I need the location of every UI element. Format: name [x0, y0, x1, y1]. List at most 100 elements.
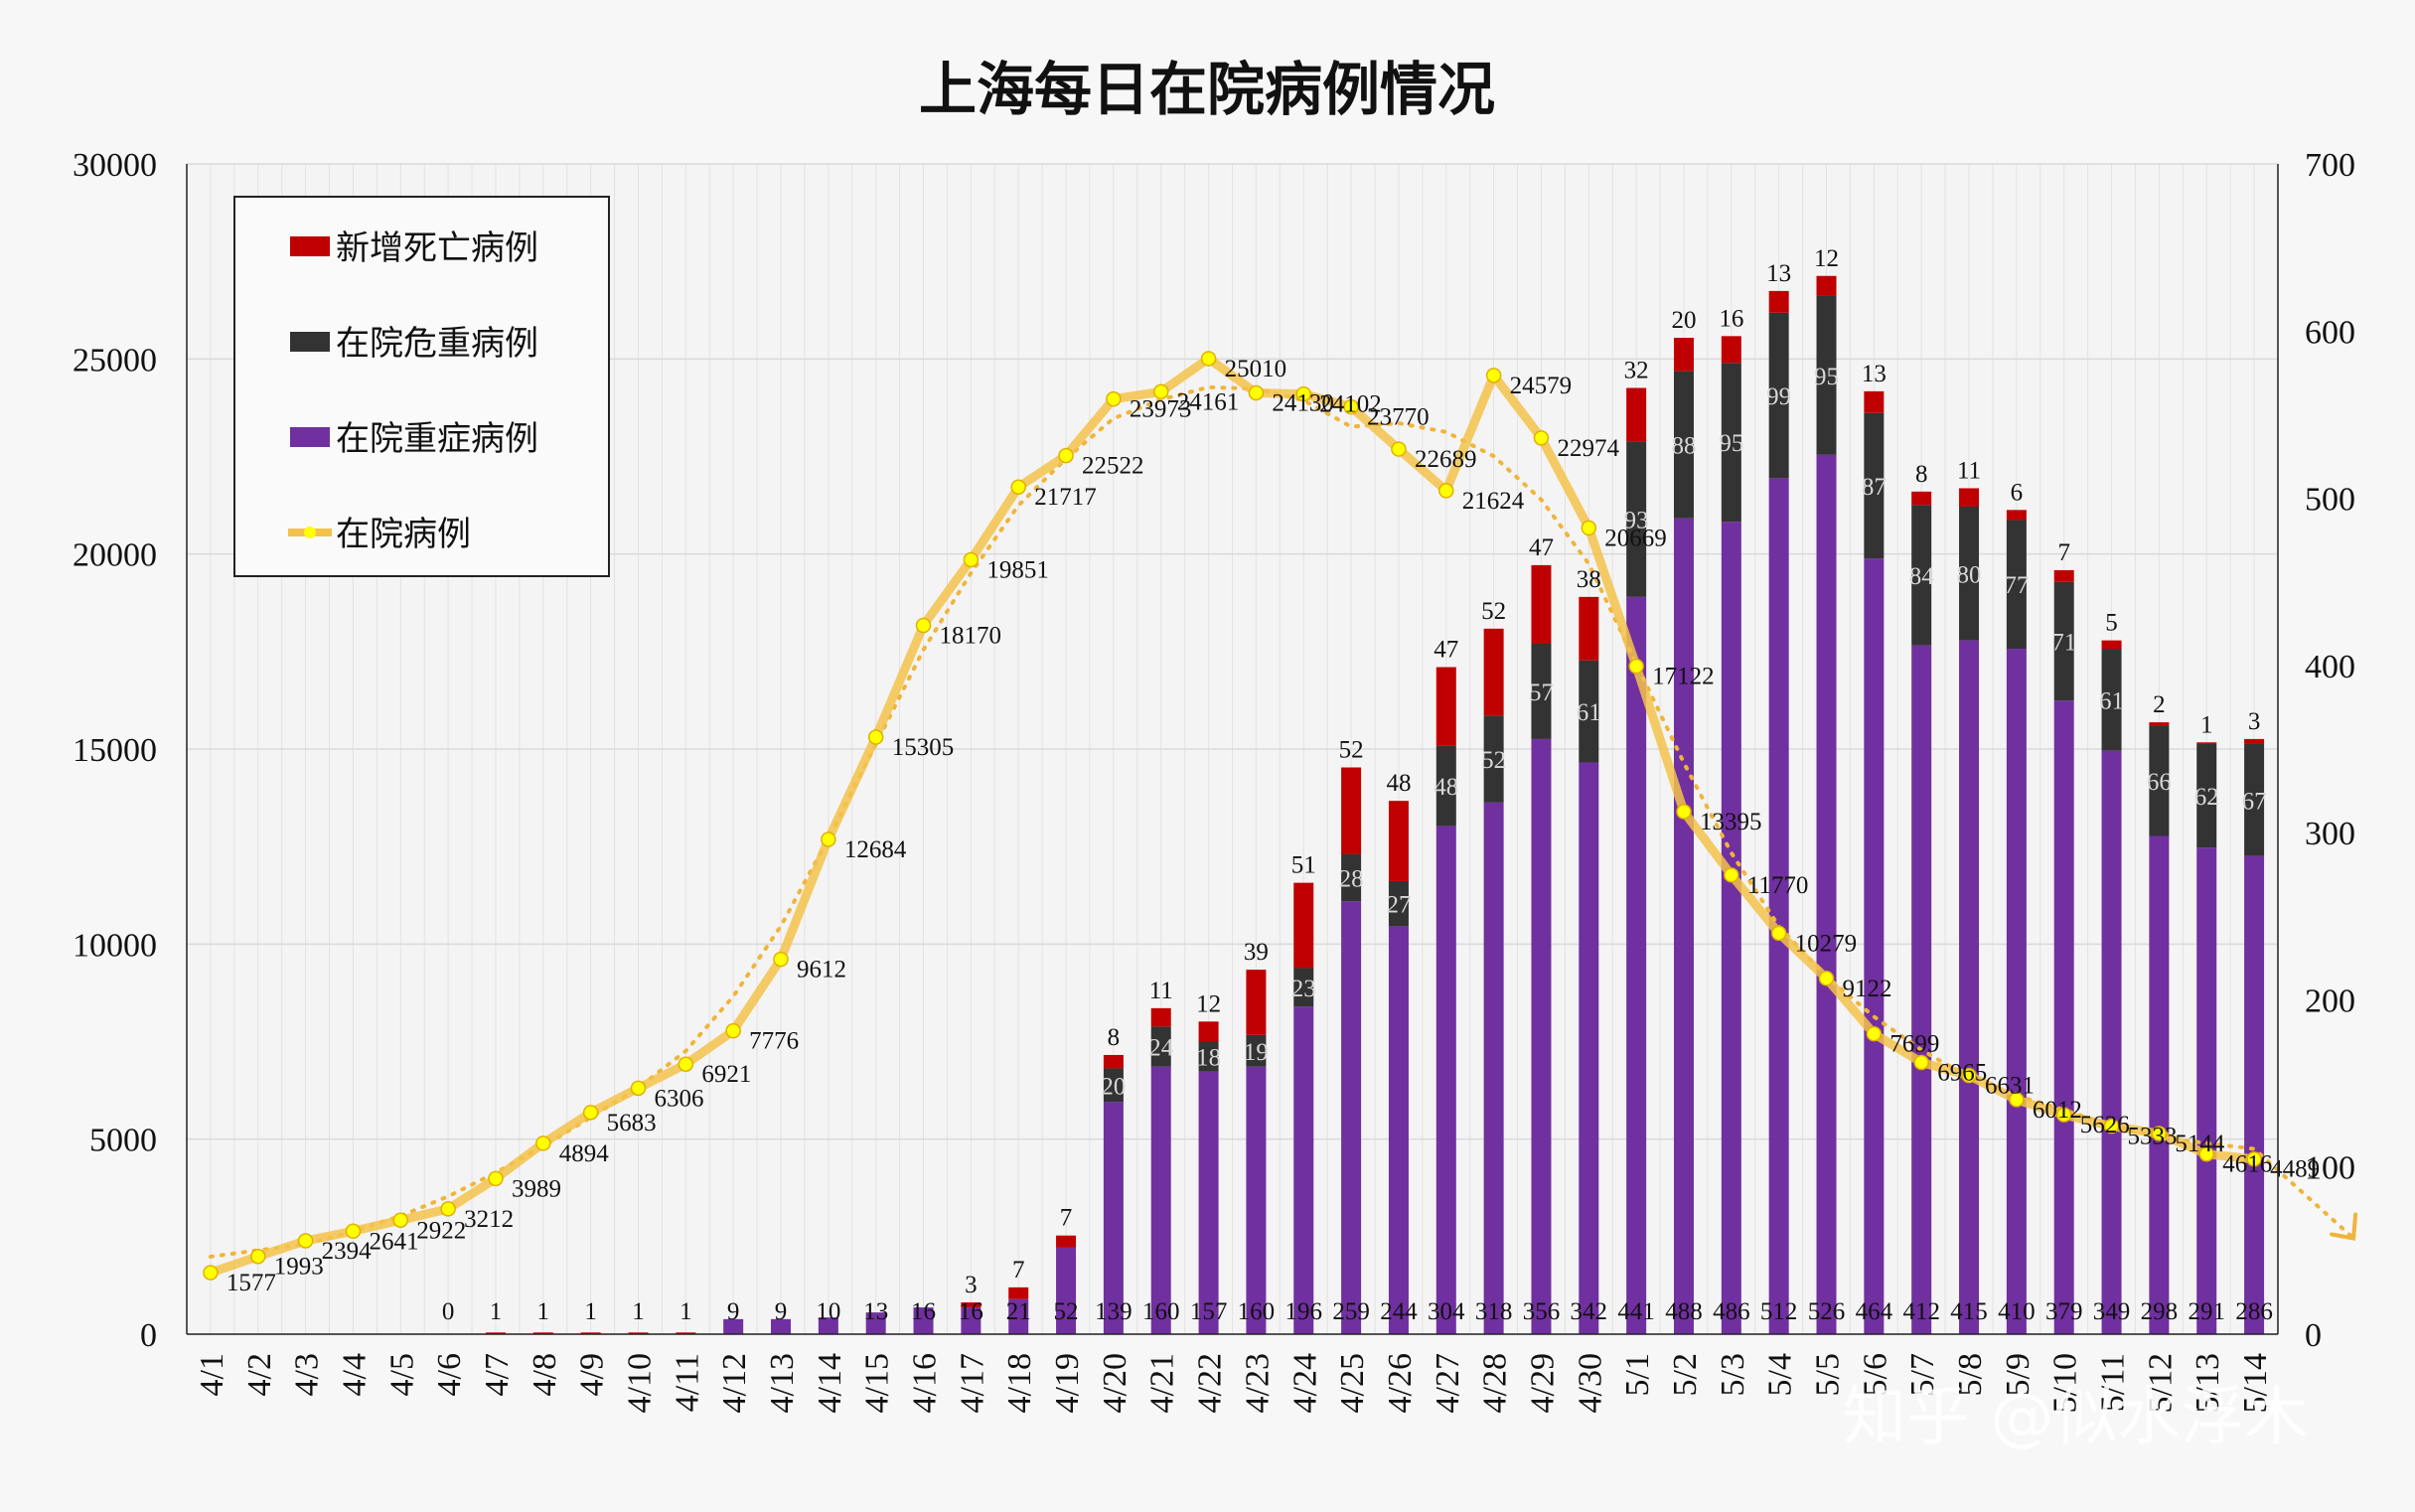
bar-severe — [1103, 1102, 1124, 1334]
bar-severe — [1673, 518, 1694, 1334]
right-axis-tick-label: 200 — [2305, 983, 2355, 1019]
critical-data-label: 67 — [2242, 788, 2267, 815]
legend-label: 在院危重病例 — [336, 324, 538, 364]
bar-severe — [818, 1317, 838, 1334]
hospitalized-data-label: 9122 — [1843, 976, 1892, 1002]
bar-critical — [1150, 1026, 1171, 1067]
bar-critical — [1435, 745, 1456, 827]
right-axis-tick-label: 500 — [2305, 482, 2355, 519]
hospitalized-data-label: 23973 — [1130, 396, 1192, 423]
hospitalized-data-label: 1577 — [226, 1270, 276, 1296]
critical-data-label: 18 — [1196, 1045, 1221, 1072]
hospitalized-data-label: 6631 — [1985, 1073, 2035, 1100]
hospitalized-point — [2198, 1145, 2214, 1162]
hospitalized-data-label: 19851 — [986, 557, 1049, 584]
bar-series-group — [485, 275, 2265, 1334]
death-data-label: 13 — [1862, 361, 1887, 387]
bar-critical — [1103, 1068, 1124, 1103]
hospitalized-point — [2246, 1150, 2262, 1167]
hospitalized-data-label: 24161 — [1177, 388, 1240, 415]
death-data-label: 32 — [1624, 358, 1649, 384]
trendline-arrow — [2330, 1212, 2358, 1241]
bar-critical — [1911, 505, 1932, 646]
x-axis-tick-label: 4/9 — [574, 1353, 611, 1396]
right-axis-tick-label: 0 — [2305, 1317, 2322, 1354]
severe-data-label: 259 — [1332, 1298, 1370, 1325]
bar-death — [1293, 882, 1314, 969]
death-data-label: 11 — [1957, 457, 1981, 484]
x-axis-tick-label: 4/22 — [1192, 1353, 1229, 1413]
hospitalized-point — [1058, 447, 1074, 464]
hospitalized-point — [1200, 351, 1217, 367]
x-axis-tick-label: 4/4 — [336, 1353, 373, 1396]
bar-death — [580, 1332, 601, 1334]
x-axis-tick-label: 4/29 — [1524, 1353, 1561, 1413]
bar-critical — [1816, 295, 1837, 455]
right-axis-tick-label: 100 — [2305, 1150, 2355, 1187]
bar-death — [1150, 1007, 1171, 1027]
death-data-label: 20 — [1671, 307, 1696, 334]
severe-data-label: 318 — [1475, 1298, 1513, 1325]
x-axis-tick-label: 4/1 — [194, 1353, 230, 1396]
bar-severe — [1864, 558, 1885, 1334]
hospitalized-data-label: 6012 — [2033, 1097, 2082, 1124]
hospitalized-point — [582, 1105, 599, 1121]
bar-death — [2006, 510, 2027, 521]
severe-data-label: 10 — [816, 1298, 840, 1325]
bar-death — [1864, 390, 1885, 413]
hospitalized-data-label: 3212 — [464, 1206, 514, 1233]
bar-critical — [2006, 520, 2027, 650]
hospitalized-point — [2103, 1118, 2120, 1134]
hospitalized-data-label: 13395 — [1700, 809, 1762, 835]
death-data-label: 1 — [679, 1298, 692, 1325]
critical-data-label: 84 — [1909, 563, 1935, 590]
bar-severe — [865, 1312, 886, 1334]
bar-severe — [2244, 855, 2265, 1334]
left-axis-tick-label: 20000 — [73, 537, 157, 574]
critical-data-label: 20 — [1101, 1073, 1126, 1100]
bar-death — [1341, 767, 1362, 855]
death-data-label: 48 — [1386, 770, 1411, 797]
x-axis-tick-label: 5/8 — [1952, 1353, 1989, 1396]
x-axis-tick-label: 4/26 — [1382, 1353, 1419, 1413]
hospitalized-data-label: 2641 — [369, 1228, 418, 1255]
critical-data-label: 62 — [2194, 784, 2219, 811]
x-axis-tick-label: 5/11 — [2095, 1353, 2132, 1412]
hospitalized-data-label: 18170 — [940, 623, 1002, 650]
death-data-label: 2 — [2153, 691, 2166, 718]
death-data-label: 52 — [1481, 598, 1506, 625]
x-axis-tick-label: 4/21 — [1144, 1353, 1181, 1413]
hospitalized-data-label: 22974 — [1557, 435, 1619, 462]
hospitalized-point — [821, 832, 836, 847]
critical-data-label: 48 — [1434, 774, 1458, 801]
critical-data-label: 71 — [2051, 629, 2076, 656]
bar-severe — [1959, 640, 1980, 1334]
bar-death — [532, 1332, 553, 1334]
x-axis-tick-label: 4/14 — [812, 1353, 848, 1413]
bar-severe — [1435, 826, 1456, 1334]
left-axis-tick-label: 5000 — [89, 1123, 157, 1159]
bar-severe — [1008, 1298, 1029, 1334]
bar-critical — [1579, 660, 1599, 763]
critical-data-label: 93 — [1624, 508, 1649, 534]
left-axis-tick-label: 25000 — [73, 342, 157, 378]
x-axis-tick-label: 5/4 — [1762, 1353, 1799, 1396]
watermark: 知乎 @似水浮木 — [1843, 1381, 2308, 1454]
hospitalized-data-label: 11770 — [1747, 872, 1809, 899]
bar-death — [1388, 801, 1409, 881]
bar-critical — [1531, 643, 1552, 739]
critical-data-label: 57 — [1529, 680, 1554, 706]
bar-severe — [771, 1318, 792, 1334]
hospitalized-point — [1581, 520, 1597, 536]
severe-data-label: 16 — [959, 1298, 983, 1325]
severe-data-label: 441 — [1617, 1298, 1655, 1325]
bar-death — [1911, 491, 1932, 506]
death-data-label: 3 — [2248, 708, 2261, 735]
severe-data-label: 9 — [775, 1298, 788, 1325]
critical-data-label: 95 — [1719, 430, 1743, 457]
severe-data-label: 349 — [2093, 1298, 2131, 1325]
death-data-label: 1 — [584, 1298, 597, 1325]
hospitalized-point — [535, 1135, 551, 1151]
hospitalized-data-label: 12684 — [844, 836, 907, 863]
